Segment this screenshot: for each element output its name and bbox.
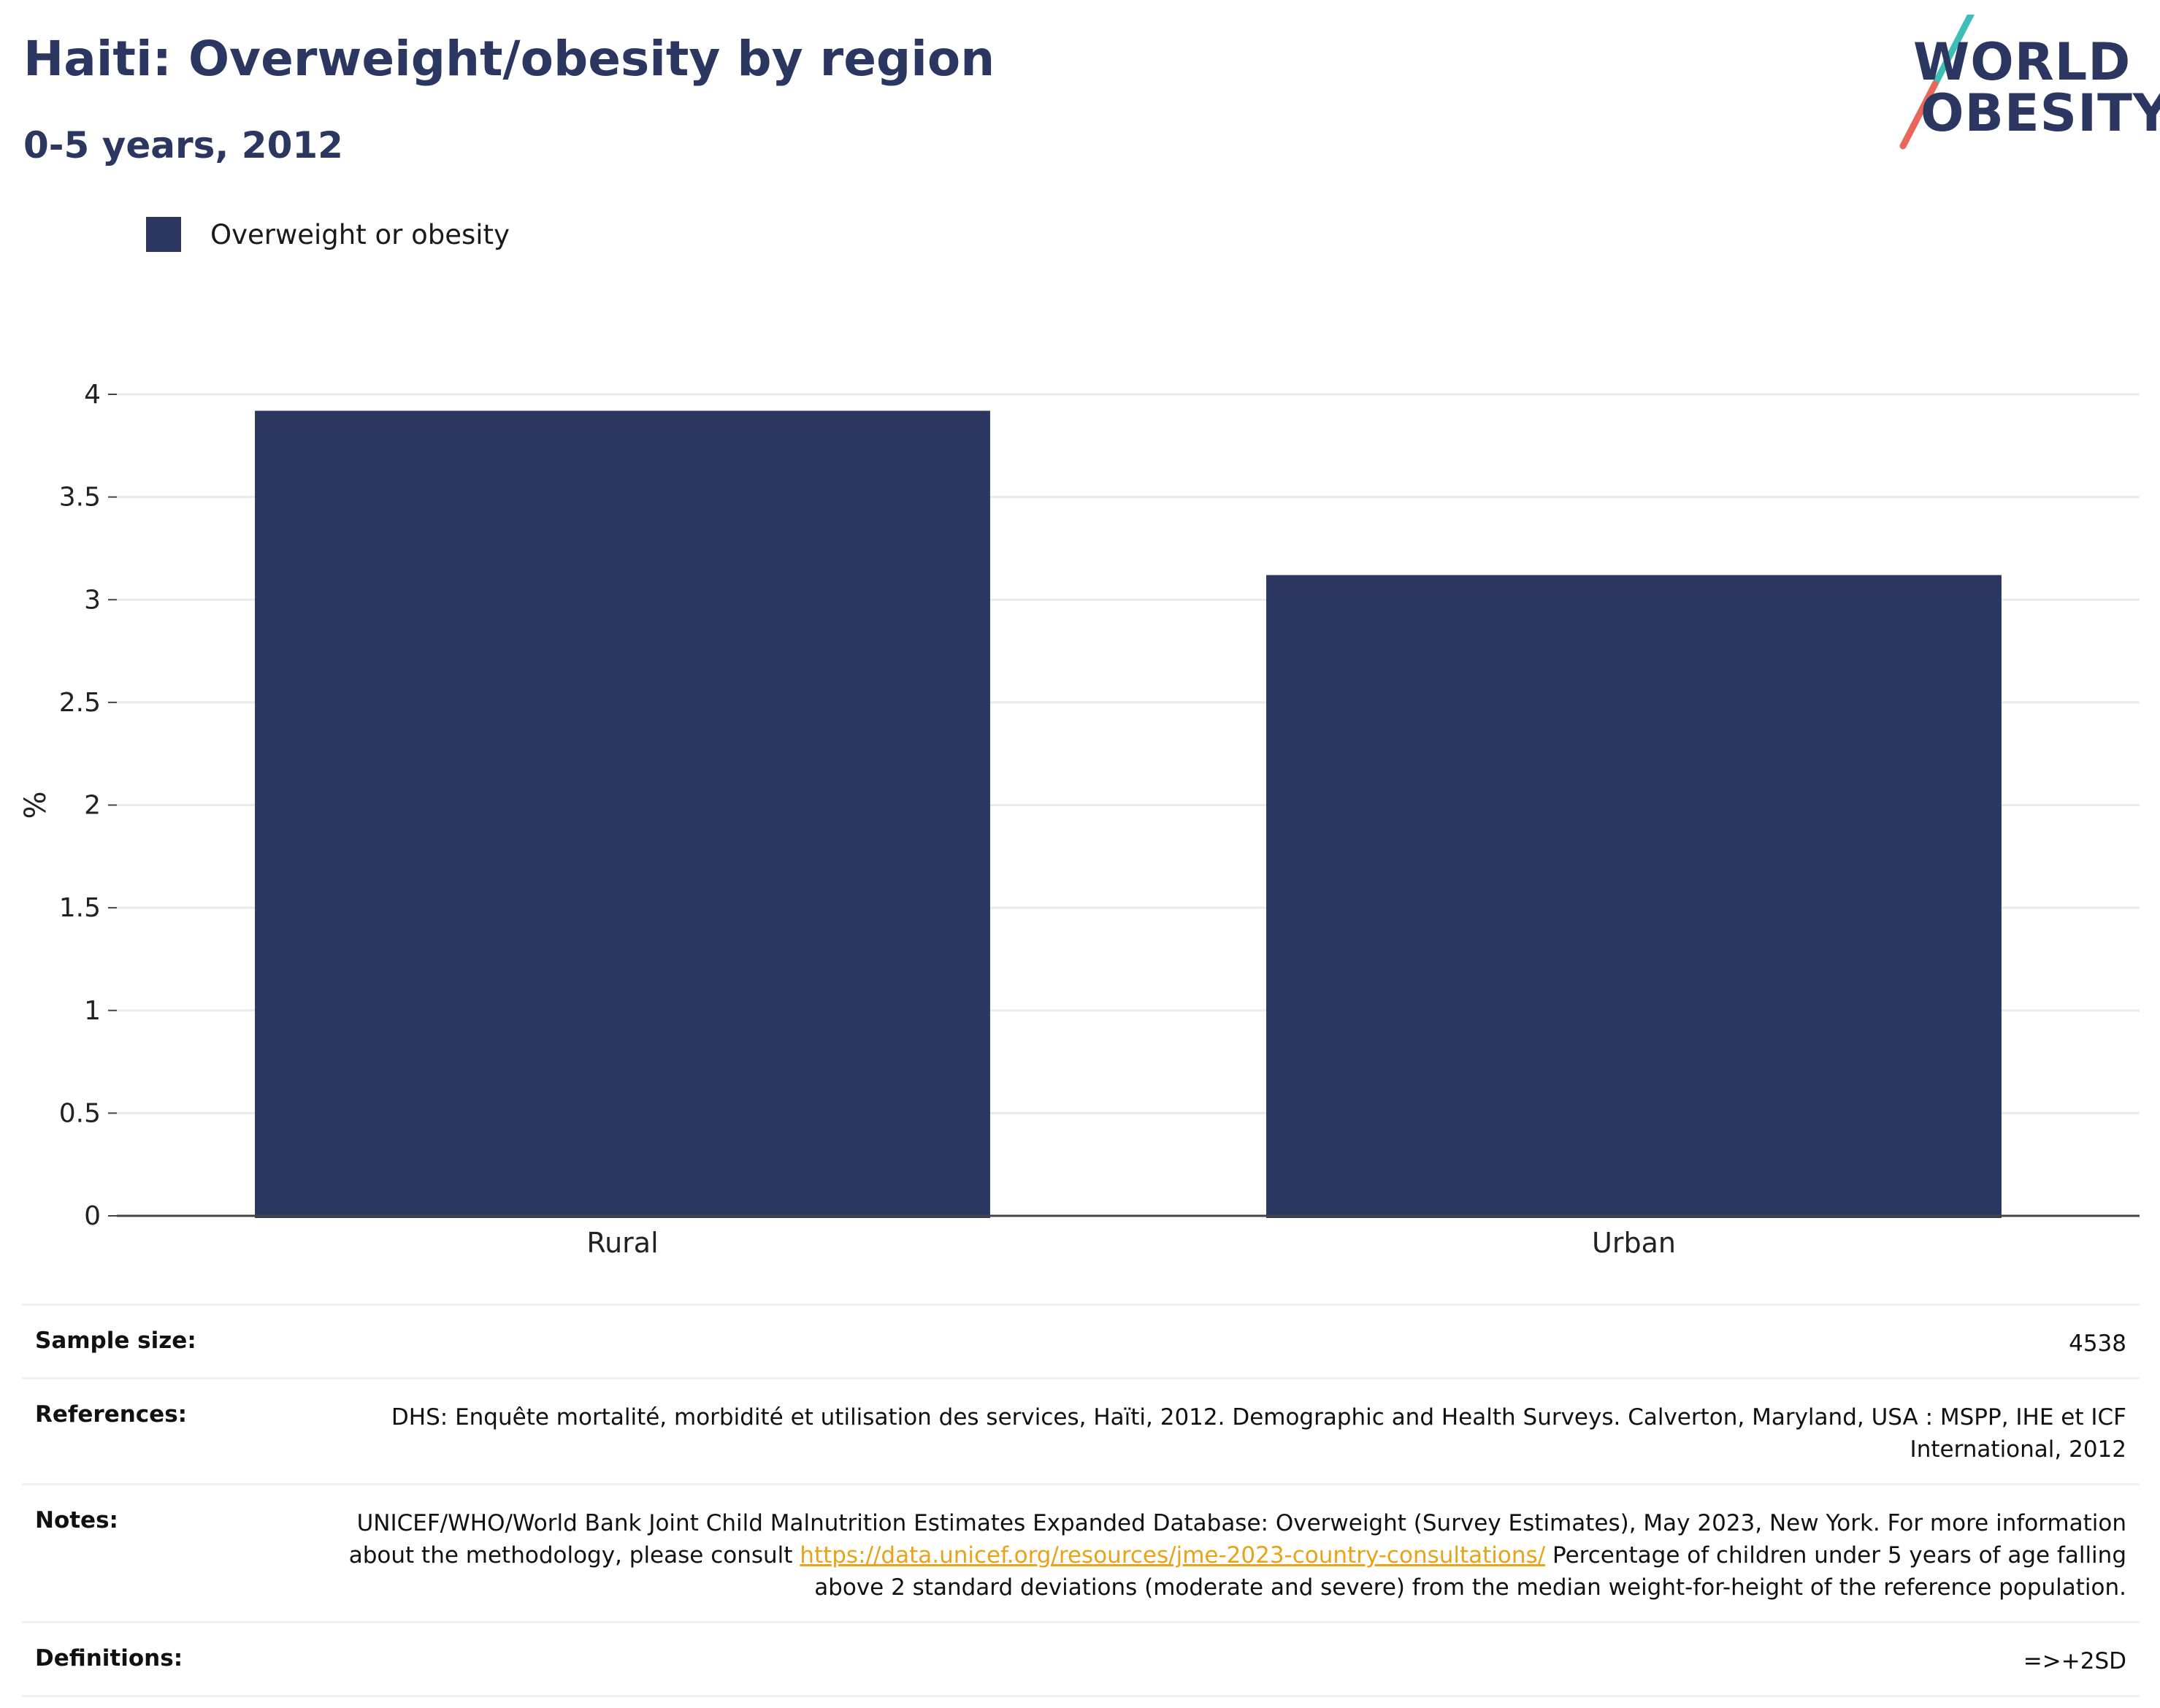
notes-link[interactable]: https://data.unicef.org/resources/jme-20… xyxy=(800,1542,1546,1569)
info-table: Sample size: 4538 References: DHS: Enquê… xyxy=(22,1303,2140,1698)
y-tick-label: 0.5 xyxy=(59,1098,101,1128)
y-axis-label: % xyxy=(19,791,53,819)
bar-chart: 0 0.5 1 1.5 2 2.5 3 3.5 4 Rural Urban% xyxy=(19,380,2140,1259)
world-obesity-logo: WORLD OBESITY xyxy=(1899,15,2160,161)
y-tick-label: 3 xyxy=(84,585,101,615)
x-tick-label: Rural xyxy=(586,1227,658,1259)
notes-text-after: Percentage of children under 5 years of … xyxy=(814,1542,2126,1601)
references-value: DHS: Enquête mortalité, morbidité et uti… xyxy=(391,1404,2126,1463)
notes-value: UNICEF/WHO/World Bank Joint Child Malnut… xyxy=(337,1507,2126,1604)
chart-legend: Overweight or obesity xyxy=(146,217,510,252)
y-tick-label: 3.5 xyxy=(59,483,101,513)
bar-urban xyxy=(1266,575,2002,1218)
logo-line-1: WORLD xyxy=(1913,32,2132,92)
bar-rural xyxy=(255,410,990,1218)
page-subtitle: 0-5 years, 2012 xyxy=(23,124,343,166)
notes-label: Notes: xyxy=(35,1507,118,1534)
sample-size-label: Sample size: xyxy=(35,1328,196,1354)
y-tick-label: 1.5 xyxy=(59,893,101,923)
y-tick-label: 2.5 xyxy=(59,688,101,718)
references-label: References: xyxy=(35,1401,188,1428)
y-tick-label: 2 xyxy=(84,791,101,821)
sample-size-value: 4538 xyxy=(2069,1330,2126,1357)
y-tick-label: 4 xyxy=(84,380,101,410)
info-row-sample-size: Sample size: 4538 xyxy=(22,1303,2140,1377)
notes-text-before: UNICEF/WHO/World Bank Joint Child Malnut… xyxy=(348,1510,2126,1569)
y-tick-label: 1 xyxy=(84,996,101,1026)
y-tick-label: 0 xyxy=(84,1201,101,1231)
info-row-references: References: DHS: Enquête mortalité, morb… xyxy=(22,1377,2140,1483)
legend-swatch xyxy=(146,217,181,252)
legend-label: Overweight or obesity xyxy=(210,218,510,250)
info-row-definitions: Definitions: =>+2SD xyxy=(22,1621,2140,1698)
definitions-label: Definitions: xyxy=(35,1645,183,1672)
page-title: Haiti: Overweight/obesity by region xyxy=(23,31,995,87)
logo-line-2: OBESITY xyxy=(1920,83,2160,143)
info-row-notes: Notes: UNICEF/WHO/World Bank Joint Child… xyxy=(22,1483,2140,1621)
x-tick-label: Urban xyxy=(1592,1227,1676,1259)
logo-slash-icon xyxy=(1899,15,1975,150)
definitions-value: =>+2SD xyxy=(2023,1648,2126,1675)
